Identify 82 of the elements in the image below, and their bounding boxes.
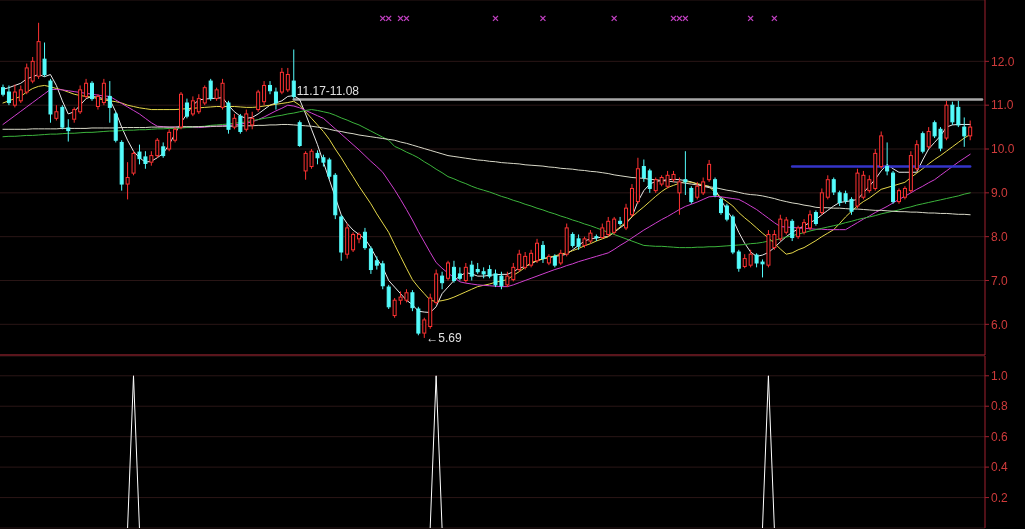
candlestick xyxy=(440,271,445,290)
line-series xyxy=(2,109,971,249)
y-tick-label: 7.0 xyxy=(991,273,1009,288)
candlestick xyxy=(962,116,967,148)
y-tick-label: 9.0 xyxy=(991,186,1009,201)
candlestick xyxy=(12,84,17,108)
candlestick xyxy=(873,148,878,192)
candlestick xyxy=(161,141,166,159)
candlestick xyxy=(618,216,623,227)
candlestick xyxy=(179,91,184,130)
candlestick xyxy=(891,170,896,205)
y-tick-label: 10.0 xyxy=(991,142,1015,157)
candlestick xyxy=(451,260,456,284)
y-tick-label: 11.0 xyxy=(991,98,1014,113)
candlestick xyxy=(926,126,931,150)
candlestick xyxy=(523,251,528,271)
candlestick xyxy=(42,42,47,78)
candlestick xyxy=(173,126,178,143)
annotation: ←5.69 xyxy=(426,330,462,345)
candlestick xyxy=(84,78,89,100)
y-tick-label: 0.2 xyxy=(991,490,1009,505)
candlestick xyxy=(606,216,611,238)
candlestick xyxy=(635,157,640,205)
candlestick xyxy=(689,185,694,205)
candlestick xyxy=(535,238,540,264)
candlestick xyxy=(362,227,367,251)
candlestick xyxy=(529,249,534,268)
candlestick xyxy=(457,266,462,281)
candlestick xyxy=(268,80,273,95)
candlestick xyxy=(807,209,812,231)
candlestick xyxy=(90,80,95,102)
y-tick-label: 0.6 xyxy=(991,429,1009,444)
candlestick xyxy=(78,84,83,115)
y-tick-label: 12.0 xyxy=(991,54,1015,69)
candlestick xyxy=(155,137,160,159)
y-tick-label: 6.0 xyxy=(991,317,1009,332)
candlestick xyxy=(190,95,195,117)
candlestick xyxy=(125,161,130,200)
candlestick xyxy=(885,141,890,176)
candlestick xyxy=(724,203,729,222)
candlestick xyxy=(908,150,913,194)
candlestick xyxy=(683,150,688,196)
candlestick xyxy=(802,218,807,235)
candlestick xyxy=(107,80,112,124)
candlestick xyxy=(819,187,824,216)
candlestick xyxy=(796,225,801,240)
candlestick xyxy=(279,67,284,95)
candlestick xyxy=(368,245,373,275)
candlestick xyxy=(18,84,23,104)
annotation: 11.17-11.08 xyxy=(296,84,360,99)
candlestick xyxy=(167,128,172,152)
candlestick xyxy=(629,183,634,218)
candlestick xyxy=(546,253,551,266)
candlestick xyxy=(718,196,723,216)
candlestick xyxy=(101,78,106,106)
candlestick xyxy=(624,203,629,231)
y-tick-label: 1.0 xyxy=(991,369,1009,384)
candlestick xyxy=(463,262,468,284)
candlestick xyxy=(374,255,379,271)
candlestick xyxy=(1,84,5,97)
candlestick xyxy=(262,80,267,106)
candlestick xyxy=(713,177,718,198)
candlestick xyxy=(914,139,919,172)
candlestick xyxy=(95,93,100,111)
candlestick xyxy=(879,130,884,170)
y-tick-label: 0.8 xyxy=(991,399,1009,414)
candlestick xyxy=(902,185,907,200)
candlestick xyxy=(6,84,11,106)
candlestick xyxy=(707,159,712,183)
candlestick xyxy=(896,187,901,205)
candlestick xyxy=(196,93,201,115)
candlestick xyxy=(184,98,189,119)
candlestick xyxy=(291,49,296,100)
y-tick-label: 0.4 xyxy=(991,460,1009,475)
candlestick xyxy=(273,87,278,111)
candlestick xyxy=(357,231,362,244)
y-tick-label: 8.0 xyxy=(991,229,1009,244)
candlestick xyxy=(446,260,451,281)
candlestick xyxy=(813,209,818,227)
candlestick xyxy=(351,231,356,253)
candlestick xyxy=(517,249,522,273)
candlestick xyxy=(540,240,545,264)
